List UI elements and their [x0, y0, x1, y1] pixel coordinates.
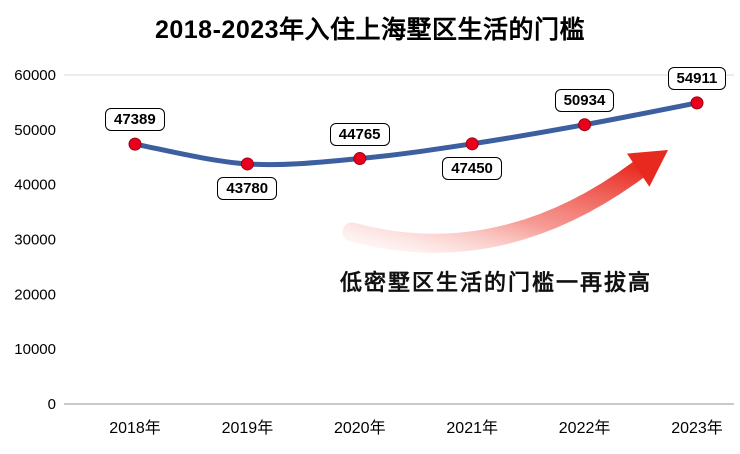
y-tick-label: 0 [48, 396, 56, 413]
data-point-marker [578, 118, 592, 132]
trend-arrow-body [342, 160, 648, 253]
x-tick-label: 2022年 [559, 419, 611, 437]
x-tick-label: 2018年 [109, 419, 161, 437]
series-line [132, 100, 700, 168]
y-tick-label: 20000 [14, 286, 56, 303]
data-point-marker [128, 137, 142, 151]
x-tick-label: 2021年 [446, 419, 498, 437]
data-point-marker [353, 152, 367, 166]
trend-arrow-head [627, 150, 668, 187]
x-tick-label: 2023年 [671, 419, 723, 437]
y-tick-label: 30000 [14, 232, 56, 249]
data-point-marker [465, 137, 479, 151]
y-axis-tick-labels: 0 10000 20000 30000 40000 50000 60000 [14, 67, 56, 413]
trend-arrow [342, 150, 668, 253]
y-tick-label: 10000 [14, 341, 56, 358]
y-tick-label: 50000 [14, 122, 56, 139]
x-tick-label: 2019年 [222, 419, 274, 437]
annotation-text: 低密墅区生活的门槛一再拔高 [340, 270, 653, 295]
y-tick-label: 60000 [14, 67, 56, 84]
x-tick-label: 2020年 [334, 419, 386, 437]
line-series [128, 96, 704, 171]
chart-title: 2018-2023年入住上海墅区生活的门槛 [154, 16, 586, 44]
gridlines [64, 74, 734, 405]
data-point-marker [690, 96, 704, 110]
data-point-marker [240, 157, 254, 171]
x-axis-tick-labels: 2018年 2019年 2020年 2021年 2022年 2023年 [109, 419, 723, 437]
y-tick-label: 40000 [14, 177, 56, 194]
